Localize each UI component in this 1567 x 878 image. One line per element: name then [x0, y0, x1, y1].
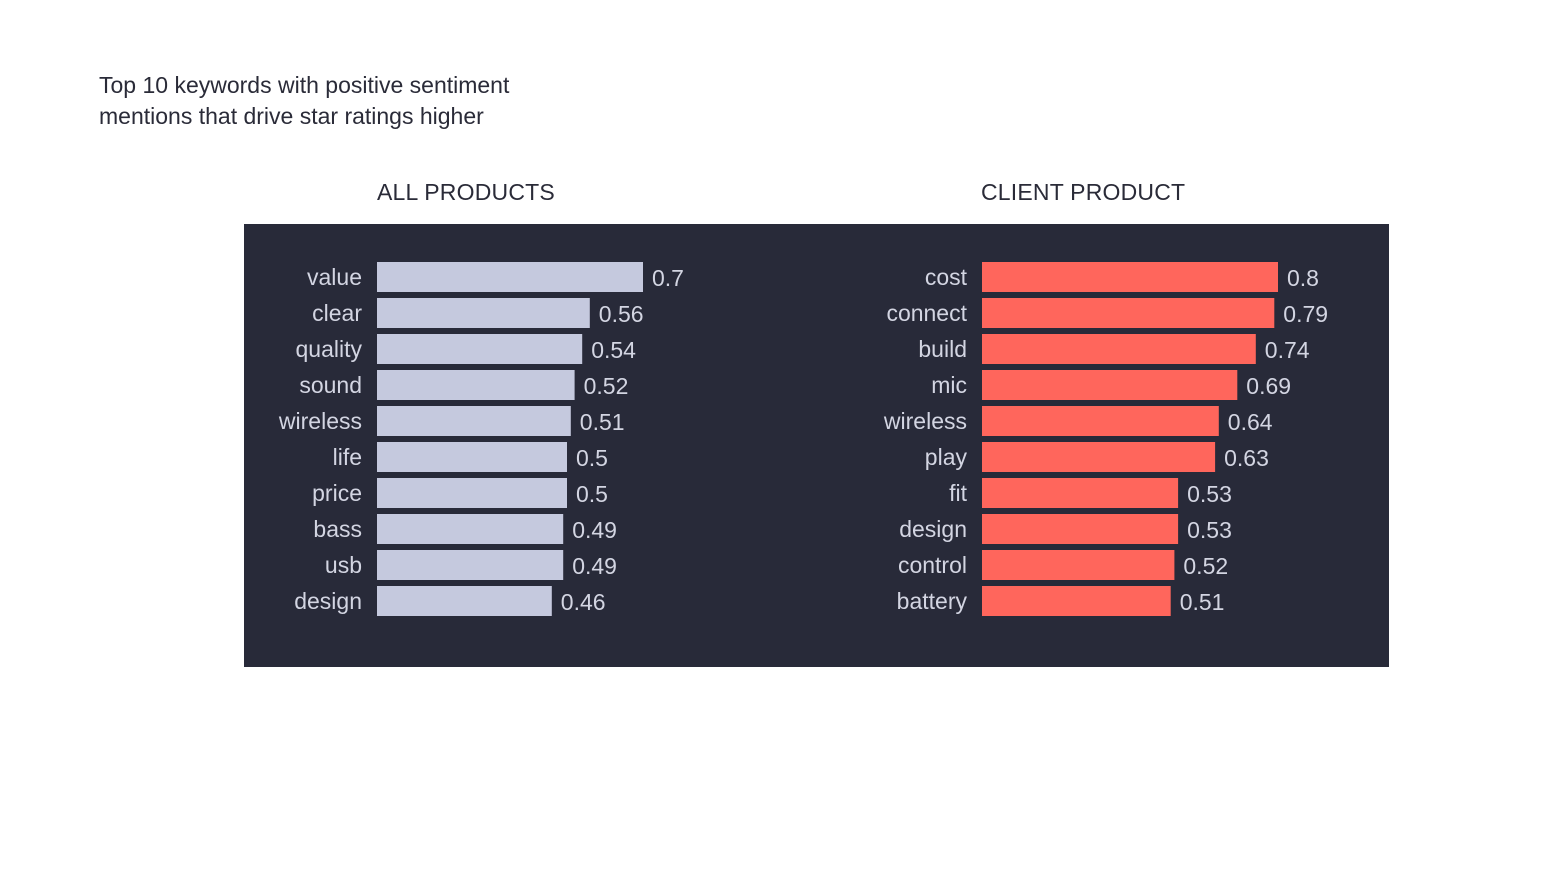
- all-products-value-label: 0.56: [599, 301, 644, 327]
- client-product-value-label: 0.79: [1283, 301, 1328, 327]
- client-product-category-label: fit: [949, 480, 968, 506]
- all-products-value-label: 0.46: [561, 589, 606, 615]
- client-product-bar: [982, 442, 1216, 472]
- client-product-category-label: connect: [886, 300, 967, 326]
- client-product-bar: [982, 478, 1179, 508]
- all-products-bar: [377, 514, 564, 544]
- all-products-category-label: value: [307, 264, 362, 290]
- client-product-value-label: 0.8: [1287, 265, 1319, 291]
- client-product-category-label: build: [918, 336, 967, 362]
- all-products-bar: [377, 478, 567, 508]
- client-product-value-label: 0.64: [1228, 409, 1273, 435]
- client-product-category-label: control: [898, 552, 967, 578]
- all-products-value-label: 0.7: [652, 265, 684, 291]
- client-product-value-label: 0.74: [1265, 337, 1310, 363]
- chart-panel: value 0.7 clear 0.56 quality 0.54 sound 0.52 wir…: [244, 224, 1389, 667]
- bar-charts-svg: value 0.7 clear 0.56 quality 0.54 sound 0.52 wir…: [278, 262, 1328, 616]
- client-product-category-label: wireless: [883, 408, 967, 434]
- chart-title: Top 10 keywords with positive sentiment …: [99, 70, 619, 132]
- client-product-category-label: battery: [897, 588, 968, 614]
- client-product-value-label: 0.52: [1183, 553, 1228, 579]
- client-product-bar: [982, 406, 1219, 436]
- all-products-category-label: clear: [312, 300, 362, 326]
- client-product-bar: [982, 298, 1275, 328]
- all-products-category-label: quality: [296, 336, 363, 362]
- all-products-bar: [377, 442, 567, 472]
- all-products-bar: [377, 262, 643, 292]
- all-products-bar: [377, 550, 564, 580]
- chart-title-line-1: Top 10 keywords with positive sentiment: [99, 72, 510, 98]
- client-product-value-label: 0.63: [1224, 445, 1269, 471]
- client-product-value-label: 0.53: [1187, 517, 1232, 543]
- all-products-bar: [377, 370, 575, 400]
- all-products-bar: [377, 406, 571, 436]
- client-product-bar: [982, 586, 1171, 616]
- all-products-category-label: sound: [299, 372, 362, 398]
- client-product-bar: [982, 550, 1175, 580]
- all-products-heading: ALL PRODUCTS: [377, 179, 555, 205]
- all-products-bar: [377, 586, 552, 616]
- all-products-chart: value 0.7 clear 0.56 quality 0.54 sound 0.52 wir…: [278, 262, 684, 616]
- all-products-category-label: design: [294, 588, 362, 614]
- all-products-value-label: 0.51: [580, 409, 625, 435]
- client-product-bar: [982, 262, 1278, 292]
- client-product-bar: [982, 370, 1238, 400]
- client-product-chart: cost 0.8 connect 0.79 build 0.74 mic 0.69 wirele…: [883, 262, 1328, 616]
- all-products-value-label: 0.49: [572, 553, 617, 579]
- client-product-value-label: 0.53: [1187, 481, 1232, 507]
- all-products-value-label: 0.5: [576, 481, 608, 507]
- all-products-value-label: 0.5: [576, 445, 608, 471]
- all-products-category-label: wireless: [278, 408, 362, 434]
- client-product-category-label: design: [899, 516, 967, 542]
- all-products-category-label: bass: [313, 516, 362, 542]
- client-product-value-label: 0.51: [1180, 589, 1225, 615]
- all-products-bar: [377, 334, 583, 364]
- client-product-bar: [982, 514, 1179, 544]
- client-product-heading: CLIENT PRODUCT: [981, 179, 1186, 205]
- client-product-bar: [982, 334, 1256, 364]
- chart-title-line-2: mentions that drive star ratings higher: [99, 103, 484, 129]
- all-products-value-label: 0.49: [572, 517, 617, 543]
- all-products-category-label: life: [333, 444, 362, 470]
- client-product-category-label: play: [925, 444, 968, 470]
- client-product-category-label: cost: [925, 264, 968, 290]
- all-products-category-label: price: [312, 480, 362, 506]
- all-products-value-label: 0.52: [584, 373, 629, 399]
- client-product-category-label: mic: [931, 372, 967, 398]
- all-products-value-label: 0.54: [591, 337, 636, 363]
- all-products-category-label: usb: [325, 552, 362, 578]
- all-products-bar: [377, 298, 590, 328]
- client-product-value-label: 0.69: [1246, 373, 1291, 399]
